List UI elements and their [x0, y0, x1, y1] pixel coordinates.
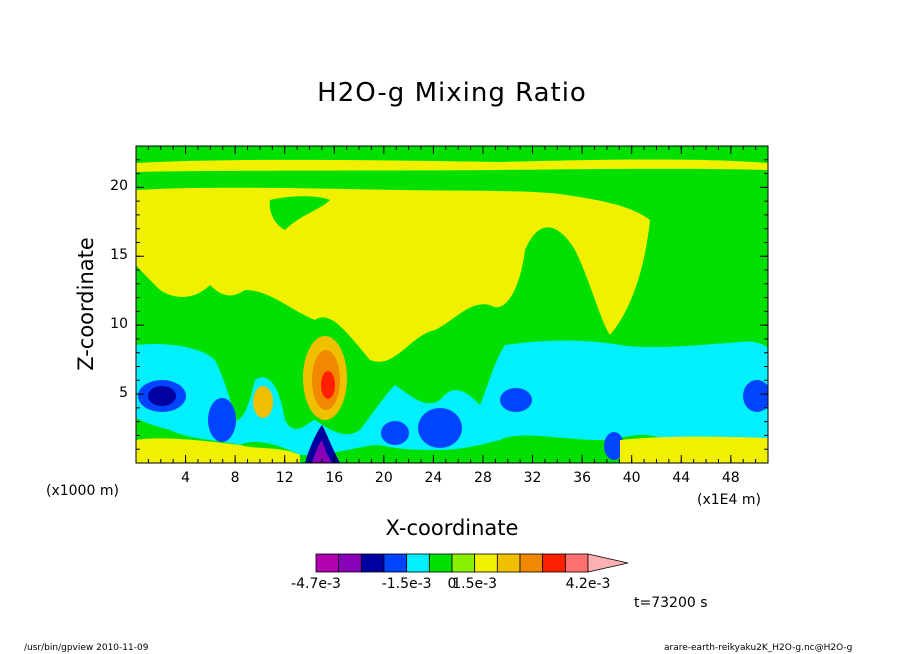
colorbar-swatch — [519, 553, 544, 573]
footer-right: arare-earth-reikyaku2K_H2O-g.nc@H2O-g — [664, 643, 853, 653]
colorbar-swatch — [564, 553, 589, 573]
colorbar-swatch — [360, 553, 385, 573]
axis-ticks — [135, 145, 769, 464]
colorbar-label: 1.5e-3 — [452, 576, 498, 592]
y-tick-label: 20 — [110, 178, 128, 195]
x-tick-label: 28 — [474, 470, 492, 486]
colorbar-swatch — [338, 553, 362, 573]
contour-band-yellow-main — [136, 187, 650, 362]
contour-band-green-patch — [269, 196, 330, 230]
contour-band-yellow-bottom — [136, 438, 300, 463]
contour-blob-navy — [148, 386, 176, 406]
y-tick-label: 10 — [110, 316, 128, 333]
x-tick-label: 12 — [275, 470, 294, 486]
contour-blob-red — [321, 371, 335, 399]
x-axis-label: X-coordinate — [385, 516, 519, 540]
x-tick-label: 16 — [325, 470, 344, 486]
x-tick-label: 4 — [181, 470, 191, 486]
colorbar-swatch — [383, 553, 408, 573]
x-tick-label: 24 — [424, 470, 443, 486]
contour-blob-blue — [381, 421, 409, 445]
x-tick-label: 40 — [622, 470, 641, 486]
y-tick-label: 15 — [110, 247, 128, 264]
x-tick-label: 48 — [721, 470, 740, 486]
colorbar-extend-triangle — [587, 553, 629, 573]
colorbar-swatch — [428, 553, 453, 573]
chart-title: H2O-g Mixing Ratio — [317, 78, 587, 108]
contour-blob-purple — [312, 440, 332, 463]
contour-band-cyan — [136, 340, 768, 455]
colorbar — [315, 553, 629, 573]
x-tick-label: 8 — [230, 470, 240, 486]
contour-blob-blue — [208, 398, 236, 442]
x-unit-left: (x1000 m) — [46, 483, 119, 499]
contour-field — [136, 146, 768, 463]
contour-blob-blue — [604, 432, 624, 460]
contour-band-yellow-upper — [136, 159, 768, 172]
contour-blob-blue — [418, 408, 462, 448]
colorbar-label: -1.5e-3 — [381, 576, 432, 592]
colorbar-swatch — [315, 553, 340, 573]
colorbar-swatch — [451, 553, 476, 573]
x-unit-right: (x1E4 m) — [697, 492, 761, 508]
x-tick-label: 36 — [573, 470, 592, 486]
x-tick-label: 32 — [523, 470, 542, 486]
y-tick-label: 5 — [119, 385, 128, 402]
contour-blob-blue — [500, 388, 532, 412]
colorbar-label: 4.2e-3 — [565, 576, 611, 592]
colorbar-swatch — [474, 553, 498, 573]
x-tick-label: 44 — [672, 470, 691, 486]
y-axis-label: Z-coordinate — [74, 237, 98, 371]
plot-frame — [135, 145, 769, 464]
colorbar-swatch — [406, 553, 430, 573]
x-tick-label: 20 — [374, 470, 393, 486]
colorbar-label: 0 — [447, 576, 457, 592]
colorbar-swatch — [496, 553, 521, 573]
contour-blob-yellow-orange — [253, 386, 273, 418]
footer-left: /usr/bin/gpview 2010-11-09 — [24, 643, 149, 653]
colorbar-swatch — [542, 553, 566, 573]
colorbar-label: -4.7e-3 — [291, 576, 341, 592]
contour-blob-blue — [743, 380, 768, 412]
time-label: t=73200 s — [634, 595, 708, 611]
